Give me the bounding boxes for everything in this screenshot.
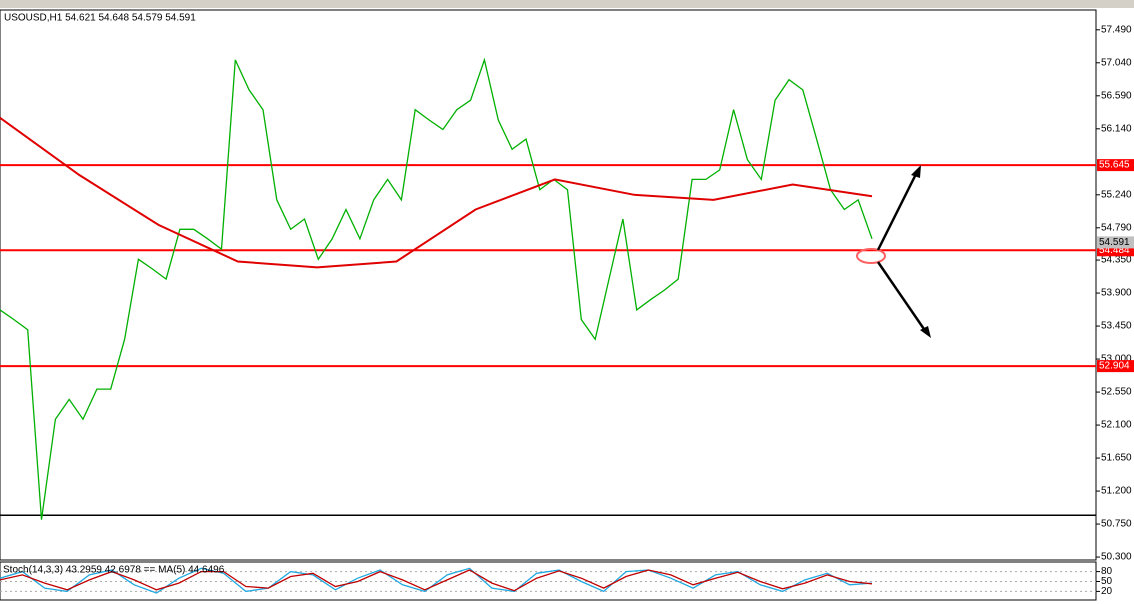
y-tick-label: 54.350	[1101, 255, 1132, 266]
stoch-title: Stoch(14,3,3) 43.2959 42.6978 == MA(5) 4…	[3, 565, 225, 576]
last-price-bg	[1097, 236, 1134, 249]
y-tick-label: 20	[1101, 586, 1113, 597]
level-label: 54.484	[1099, 245, 1130, 256]
y-tick-label: 53.000	[1101, 354, 1132, 365]
y-tick-label: 52.100	[1101, 420, 1132, 431]
y-tick-label: 53.450	[1101, 321, 1132, 332]
y-tick-label: 50.750	[1101, 519, 1132, 530]
y-tick-label: 54.790	[1101, 222, 1132, 233]
y-tick-label: 53.900	[1101, 288, 1132, 299]
y-tick-label: 57.490	[1101, 24, 1132, 35]
y-tick-label: 80	[1101, 566, 1113, 577]
y-tick-label: 56.140	[1101, 123, 1132, 134]
series-line	[0, 569, 873, 592]
highlight-circle	[856, 248, 886, 264]
y-tick-label: 50.300	[1101, 552, 1132, 563]
y-tick-label: 50	[1101, 576, 1113, 587]
y-tick-label: 52.550	[1101, 387, 1132, 398]
arrow-head	[920, 326, 931, 338]
y-tick-label: 55.240	[1101, 189, 1132, 200]
level-label-bg	[1097, 159, 1134, 172]
price-panel	[0, 9, 1097, 561]
level-label: 52.904	[1099, 361, 1130, 372]
series-line	[0, 567, 873, 594]
arrow-down	[876, 261, 928, 333]
level-label-bg	[1097, 360, 1134, 373]
chart-title: USOUSD,H1 54.621 54.648 54.579 54.591	[4, 13, 196, 24]
level-label: 55.645	[1099, 160, 1130, 171]
y-tick-label: 51.200	[1101, 486, 1132, 497]
arrow-head	[911, 165, 921, 178]
series-line	[0, 57, 873, 520]
y-tick-label: 51.650	[1101, 453, 1132, 464]
last-price-label: 54.591	[1099, 237, 1130, 248]
y-tick-label: 57.040	[1101, 57, 1132, 68]
series-line	[0, 116, 873, 269]
level-label-bg	[1097, 244, 1134, 257]
toolbar	[0, 0, 1134, 8]
arrow-up	[876, 171, 919, 251]
y-tick-label: 56.590	[1101, 90, 1132, 101]
